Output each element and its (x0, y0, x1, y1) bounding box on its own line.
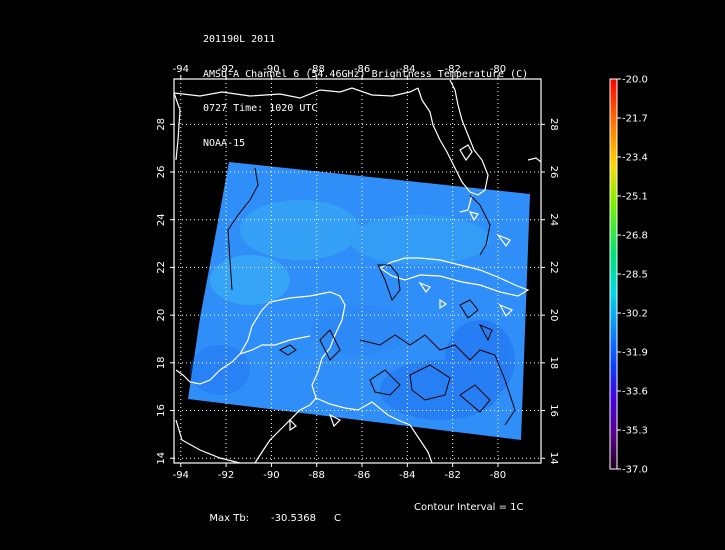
brightness-swath (188, 162, 530, 440)
contour-interval: Contour Interval = 1C (414, 502, 524, 513)
colorbar-label: -26.8 (622, 231, 648, 242)
latitude-labels-left: 14 16 18 20 22 24 26 28 (156, 118, 174, 465)
lon-label-top: -92 (218, 64, 234, 75)
lon-label-bottom: -84 (399, 470, 415, 481)
coastlines (174, 79, 541, 463)
lon-label-bottom: -80 (490, 470, 506, 481)
latitude-labels-right: 14 16 18 20 22 24 26 28 (541, 118, 559, 465)
lat-label-left: 28 (156, 118, 167, 131)
colorbar-label: -31.9 (622, 348, 648, 359)
colorbar (609, 78, 618, 470)
lat-label-left: 24 (156, 213, 167, 226)
lon-label-bottom: -82 (444, 470, 460, 481)
longitude-labels-bottom: -94 -92 -90 -88 -86 -84 -82 -80 (173, 463, 506, 481)
longitude-labels-top: -94 -92 -90 -88 -86 -84 -82 -80 (173, 64, 506, 79)
title-line-1: 201190L 2011 (203, 34, 276, 45)
colorbar-label: -21.7 (622, 114, 648, 125)
lat-label-left: 26 (156, 166, 167, 179)
lon-label-top: -94 (173, 64, 189, 75)
lon-label-bottom: -94 (173, 470, 189, 481)
graticule (174, 79, 541, 463)
lon-label-bottom: -86 (354, 470, 370, 481)
lat-label-right: 18 (548, 356, 559, 369)
lon-label-bottom: -92 (218, 470, 234, 481)
lat-label-right: 14 (548, 452, 559, 465)
lon-label-bottom: -88 (309, 470, 325, 481)
lon-label-top: -80 (490, 64, 506, 75)
lat-label-right: 26 (548, 166, 559, 179)
max-tb-label: Max Tb: (209, 513, 250, 524)
colorbar-label: -20.0 (622, 75, 648, 86)
lat-label-left: 18 (156, 356, 167, 369)
lat-label-right: 24 (548, 213, 559, 226)
lon-label-top: -84 (399, 64, 415, 75)
colorbar-label: -33.6 (622, 387, 648, 398)
lat-label-left: 14 (156, 452, 167, 465)
lon-label-top: -90 (263, 64, 279, 75)
title-block: 201190L 2011 AMSU-A Channel 6 (54.46GHz)… (203, 11, 528, 161)
lon-label-top: -82 (444, 64, 460, 75)
colorbar-label: -28.5 (622, 270, 648, 281)
lon-label-top: -86 (354, 64, 370, 75)
lat-label-left: 20 (156, 309, 167, 322)
colorbar-label: -35.3 (622, 426, 648, 437)
colorbar-label: -30.2 (622, 309, 648, 320)
colorbar-label: -37.0 (622, 465, 648, 476)
lat-label-right: 20 (548, 309, 559, 322)
colorbar-label: -23.4 (622, 153, 648, 164)
max-tb-value: -30.5368 (271, 513, 317, 524)
title-line-3: 0727 Time: 1020 UTC (203, 103, 318, 114)
lat-label-right: 16 (548, 404, 559, 417)
max-tb-unit: C (334, 513, 341, 524)
lat-label-right: 22 (548, 261, 559, 274)
lon-label-bottom: -90 (263, 470, 279, 481)
max-tb-readout: Max Tb: -30.5368 C (203, 502, 341, 524)
lat-label-right: 28 (548, 118, 559, 131)
colorbar-label: -25.1 (622, 192, 648, 203)
title-line-4: NOAA-15 (203, 137, 246, 149)
lon-label-top: -88 (309, 64, 325, 75)
lat-label-left: 22 (156, 261, 167, 274)
temperature-contours (227, 167, 516, 426)
lat-label-left: 16 (156, 404, 167, 417)
title-line-2: AMSU-A Channel 6 (54.46GHz) Brightness T… (203, 68, 529, 80)
colorbar-labels: -20.0 -21.7 -23.4 -25.1 -26.8 -28.5 -30.2 -31.9… (617, 75, 648, 476)
map-frame (173, 78, 542, 464)
